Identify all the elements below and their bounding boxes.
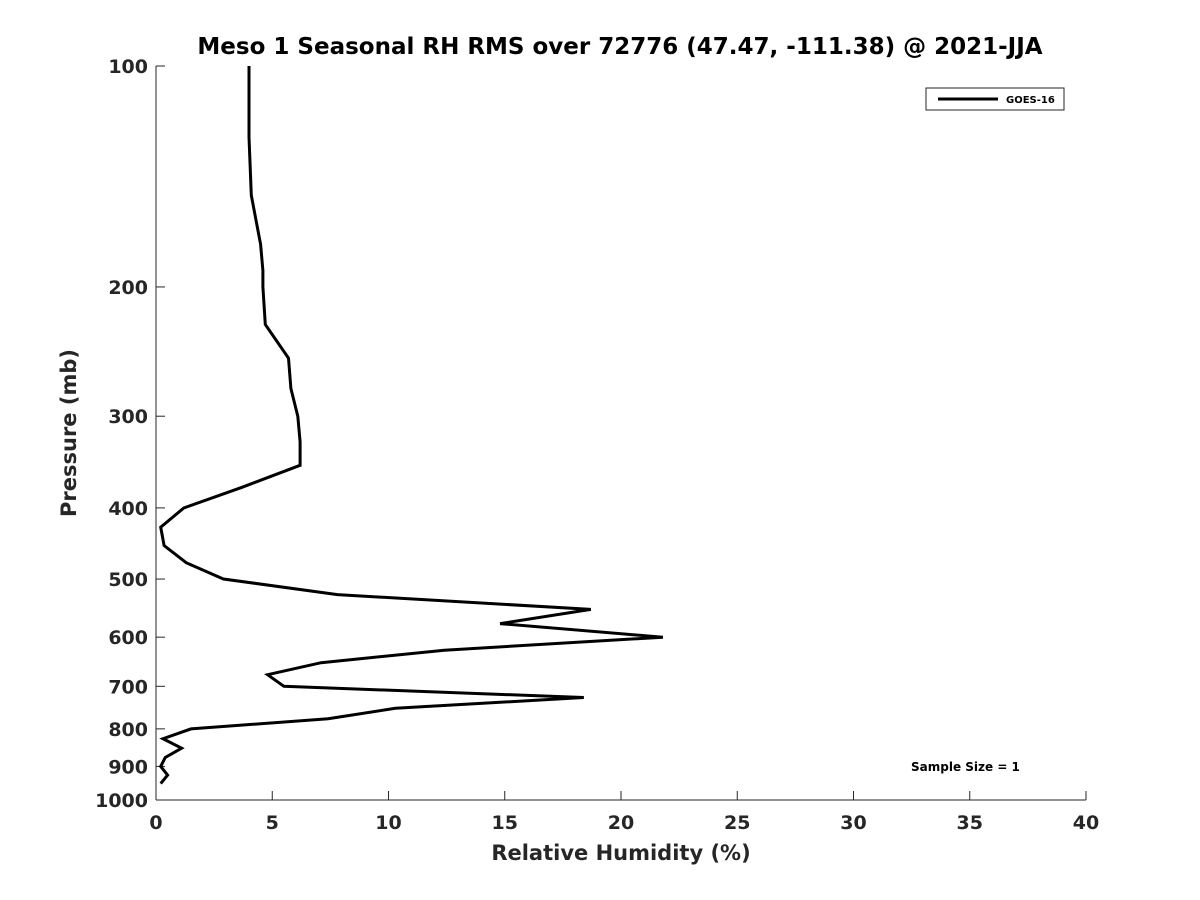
x-tick-label: 10 (375, 812, 401, 834)
x-tick-label: 25 (724, 812, 750, 834)
y-tick-label: 1000 (95, 790, 148, 812)
plot-area (155, 66, 1086, 801)
x-tick-label: 35 (957, 812, 983, 834)
series-line-goes-16 (158, 66, 664, 785)
x-tick-label: 5 (266, 812, 279, 834)
x-axis-ticks: 0 5 10 15 20 25 30 35 40 (149, 791, 1099, 834)
y-tick-label: 500 (108, 569, 148, 591)
sample-size-annotation: Sample Size = 1 (911, 760, 1020, 774)
x-axis-label: Relative Humidity (%) (491, 841, 750, 865)
y-tick-label: 700 (108, 676, 148, 698)
y-tick-label: 900 (108, 756, 148, 778)
x-tick-label: 15 (492, 812, 518, 834)
y-axis-label: Pressure (mb) (57, 349, 81, 517)
y-axis-ticks: 100 200 300 400 500 600 700 800 900 1000 (95, 56, 165, 812)
x-tick-label: 40 (1073, 812, 1099, 834)
x-tick-label: 30 (840, 812, 866, 834)
chart-title: Meso 1 Seasonal RH RMS over 72776 (47.47… (197, 34, 1042, 60)
y-tick-label: 800 (108, 719, 148, 741)
y-tick-label: 600 (108, 627, 148, 649)
legend: GOES-16 (925, 87, 1065, 111)
series-layer (158, 66, 664, 785)
y-tick-label: 400 (108, 498, 148, 520)
x-tick-label: 20 (608, 812, 634, 834)
legend-label-goes-16: GOES-16 (1006, 95, 1055, 106)
x-tick-label: 0 (149, 812, 162, 834)
y-tick-label: 100 (108, 56, 148, 78)
y-tick-label: 300 (108, 406, 148, 428)
y-tick-label: 200 (108, 277, 148, 299)
